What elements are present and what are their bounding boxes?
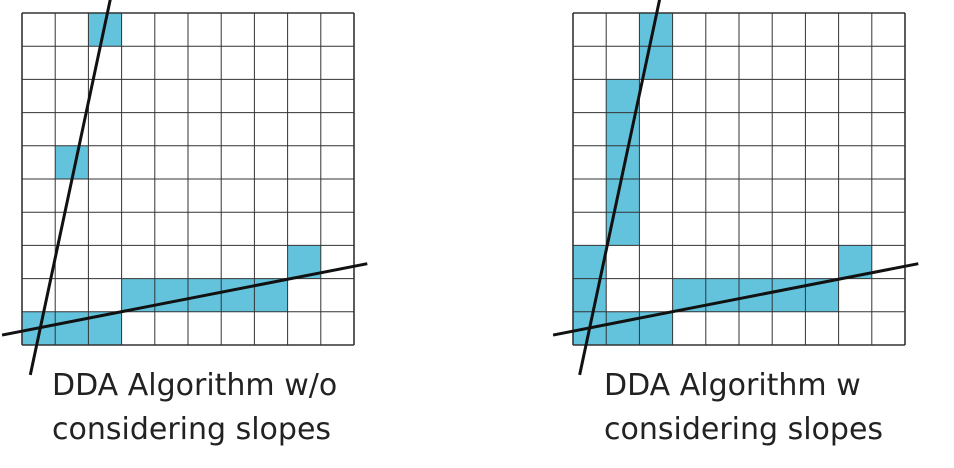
- right-filled-pixel: [606, 79, 640, 113]
- left-filled-pixel: [221, 278, 255, 312]
- right-filled-pixel: [705, 278, 739, 312]
- left-caption: DDA Algorithm w/o considering slopes: [52, 364, 337, 452]
- right-steep-line: [578, 0, 662, 376]
- left-grid-panel: [1, 0, 368, 376]
- left-shallow-line: [1, 262, 368, 337]
- left-caption-line-1: DDA Algorithm w/o: [52, 368, 338, 403]
- right-shallow-line: [552, 262, 919, 337]
- right-filled-pixel: [573, 278, 607, 312]
- right-caption: DDA Algorithm w considering slopes: [604, 364, 883, 452]
- left-filled-pixel: [55, 311, 89, 345]
- right-caption-line-2: considering slopes: [604, 412, 884, 447]
- right-grid-panel: [552, 0, 919, 376]
- left-filled-pixel: [154, 278, 188, 312]
- left-caption-line-2: considering slopes: [52, 412, 332, 447]
- right-filled-pixel: [606, 179, 640, 213]
- right-caption-line-1: DDA Algorithm w: [604, 368, 861, 403]
- left-steep-line: [28, 0, 112, 376]
- right-filled-pixel: [606, 311, 640, 345]
- right-filled-pixel: [772, 278, 806, 312]
